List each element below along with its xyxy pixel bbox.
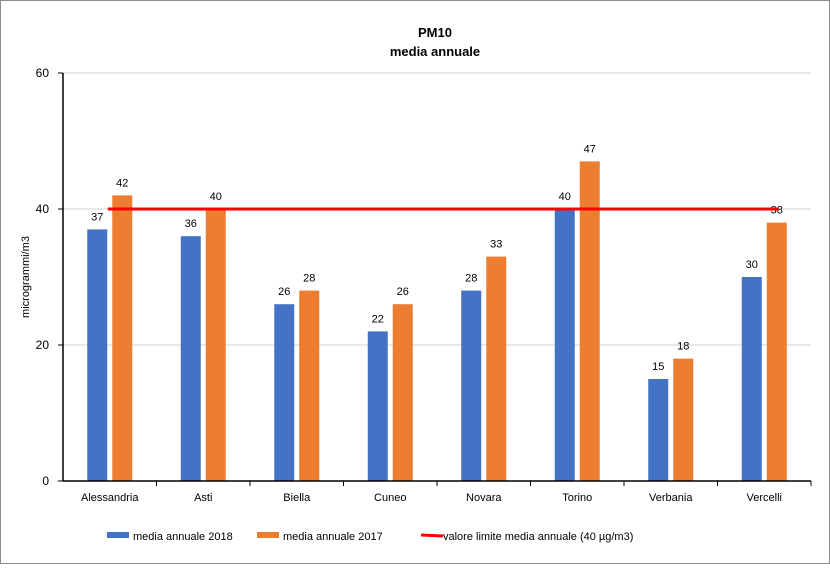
- bar: [554, 209, 575, 481]
- data-label: 47: [584, 143, 596, 155]
- data-label: 40: [559, 191, 571, 203]
- x-tick-label: Alessandria: [81, 492, 139, 504]
- bar: [486, 256, 507, 481]
- legend-label: media annuale 2018: [133, 531, 233, 543]
- bar: [112, 195, 133, 481]
- bar: [461, 290, 482, 481]
- x-tick-label: Torino: [562, 492, 592, 504]
- data-label: 40: [210, 191, 222, 203]
- chart-title: PM10: [418, 25, 452, 40]
- bar: [87, 229, 108, 481]
- bar: [766, 222, 787, 481]
- legend-swatch: [420, 533, 444, 538]
- bar: [180, 236, 201, 481]
- data-label: 22: [372, 313, 384, 325]
- y-axis-label: microgrammi/m3: [20, 236, 32, 318]
- data-label: 26: [397, 286, 409, 298]
- bar: [673, 358, 694, 481]
- y-tick-label: 40: [36, 202, 50, 216]
- x-tick-label: Verbania: [649, 492, 693, 504]
- y-tick-label: 20: [36, 338, 50, 352]
- data-label: 15: [652, 361, 664, 373]
- x-tick-label: Biella: [283, 492, 311, 504]
- data-label: 38: [771, 205, 783, 217]
- x-tick-label: Asti: [194, 492, 212, 504]
- bar: [205, 209, 226, 481]
- bar: [367, 331, 388, 481]
- data-label: 18: [677, 341, 689, 353]
- data-label: 28: [303, 273, 315, 285]
- legend-swatch: [257, 532, 279, 538]
- bar: [741, 277, 762, 481]
- data-label: 28: [465, 273, 477, 285]
- data-label: 37: [91, 211, 103, 223]
- x-tick-label: Cuneo: [374, 492, 406, 504]
- chart-subtitle: media annuale: [390, 44, 480, 59]
- x-tick-label: Vercelli: [747, 492, 782, 504]
- bar: [392, 304, 413, 481]
- x-tick-label: Novara: [466, 492, 502, 504]
- data-label: 33: [490, 239, 502, 251]
- y-tick-label: 60: [36, 66, 50, 80]
- y-tick-label: 0: [42, 474, 49, 488]
- legend-swatch: [107, 532, 129, 538]
- data-label: 42: [116, 177, 128, 189]
- bar: [579, 161, 600, 481]
- legend-label: valore limite media annuale (40 µg/m3): [443, 531, 633, 543]
- data-label: 30: [746, 259, 758, 271]
- bar: [648, 379, 669, 481]
- legend-label: media annuale 2017: [283, 531, 383, 543]
- bar: [274, 304, 295, 481]
- data-label: 26: [278, 286, 290, 298]
- data-label: 36: [185, 218, 197, 230]
- bar: [299, 290, 320, 481]
